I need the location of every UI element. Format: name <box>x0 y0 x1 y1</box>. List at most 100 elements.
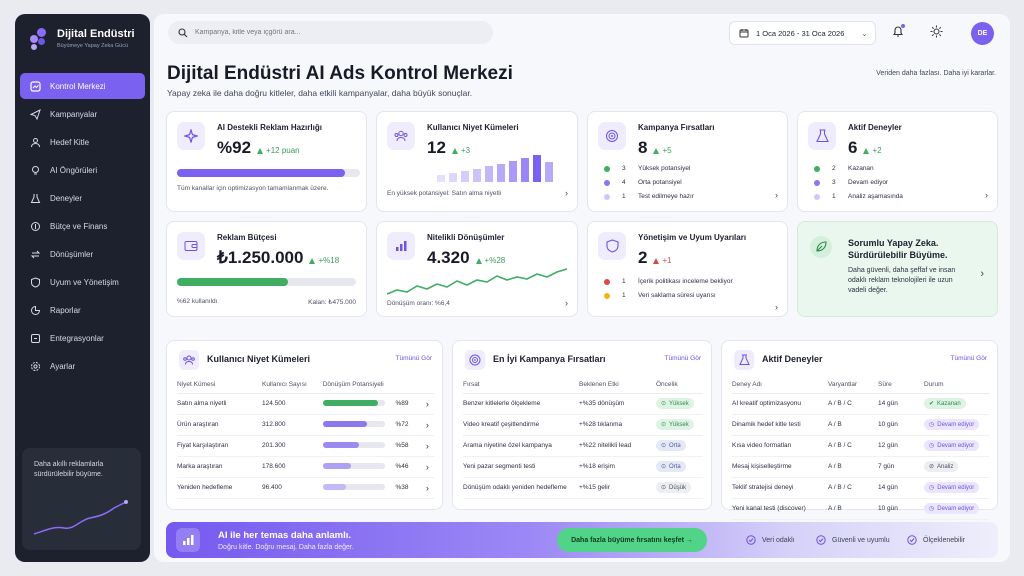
table-row[interactable]: Benzer kitlelerle ölçekleme +%35 dönüşüm… <box>463 393 703 415</box>
table-row[interactable]: Teklif stratejisi deneyi A / B / C 14 gü… <box>732 477 989 499</box>
sidebar-item-kontrol-merkezi[interactable]: Kontrol Merkezi <box>20 73 145 99</box>
sidebar-item-label: Hedef Kitle <box>50 137 90 147</box>
date-range-picker[interactable]: 1 Oca 2026 - 31 Oca 2026 ⌄ <box>729 21 876 45</box>
compliance-card[interactable]: Yönetişim ve Uyum Uyarıları 2 +1 1 İçerik … <box>587 221 788 317</box>
table-row[interactable]: Satın alma niyetli 124.500 %89 › <box>177 393 434 415</box>
opportunities-card[interactable]: Kampanya Fırsatları 8 +5 3 Yüksek potansiy… <box>587 111 788 212</box>
card-note: En yüksek potansiyel: Satın alma niyetli <box>387 190 502 197</box>
opportunity-name: Video kreatif çeşitlendirme <box>463 414 579 436</box>
column-header: Fırsat <box>463 377 579 394</box>
chevron-right-icon[interactable]: › <box>980 268 984 280</box>
avatar[interactable]: DE <box>971 22 994 45</box>
discover-growth-button[interactable]: Daha fazla büyüme fırsatını keşfet → <box>557 528 707 552</box>
status-badge: ◷ Devam ediyor <box>924 498 989 520</box>
sidebar-item-ai-ongoruleri[interactable]: AI Öngörüleri <box>20 157 145 183</box>
opportunity-name: Benzer kitlelerle ölçekleme <box>463 393 579 415</box>
chevron-right-icon[interactable]: › <box>425 393 434 415</box>
view-all-link[interactable]: Tümünü Gör <box>395 355 433 362</box>
sidebar-item-donusumler[interactable]: Dönüşümler <box>20 241 145 267</box>
chevron-right-icon[interactable]: › <box>425 435 434 457</box>
table-row[interactable]: Video kreatif çeşitlendirme +%28 tıklanm… <box>463 414 703 436</box>
table-row[interactable]: Fiyat karşılaştıran 201.300 %58 › <box>177 435 434 457</box>
sidebar-item-label: Deneyler <box>50 193 83 203</box>
table-row[interactable]: Arama niyetine özel kampanya +%22 niteli… <box>463 435 703 457</box>
sidebar-item-ayarlar[interactable]: Ayarlar <box>20 353 145 379</box>
table-row[interactable]: Kısa video formatları A / B / C 12 gün ◷… <box>732 435 989 457</box>
status-dot <box>814 193 820 200</box>
sparkle-icon <box>177 122 205 150</box>
conversions-sparkline <box>387 268 568 295</box>
user-count: 201.300 <box>261 435 323 457</box>
leaf-icon <box>810 236 832 258</box>
experiments-card[interactable]: Aktif Deneyler 6 +2 2 Kazanan 3 Devam ediyo… <box>797 111 998 212</box>
chevron-right-icon[interactable]: › <box>775 190 778 200</box>
users-icon <box>179 350 199 370</box>
potential-value: %38 <box>395 477 426 499</box>
mini-bar <box>533 155 541 182</box>
budget-card[interactable]: Reklam Bütçesi ₺1.250.000 +%18 %62 kullan… <box>166 221 367 317</box>
card-title: Reklam Bütçesi <box>217 233 277 242</box>
sidebar-item-deneyler[interactable]: Deneyler <box>20 185 145 211</box>
column-header: Öncelik <box>656 377 703 394</box>
table-row[interactable]: Yeni pazar segmenti testi +%18 erişim ⊙ O… <box>463 456 703 478</box>
potential-value: %46 <box>395 456 426 478</box>
sidebar-item-hedef-kitle[interactable]: Hedef Kitle <box>20 129 145 155</box>
table-row[interactable]: Dönüşüm odaklı yeniden hedefleme +%15 ge… <box>463 477 703 499</box>
chevron-right-icon[interactable]: › <box>425 477 434 499</box>
chevron-right-icon[interactable]: › <box>425 456 434 478</box>
theme-toggle-icon[interactable] <box>930 25 943 43</box>
view-all-link[interactable]: Tümünü Gör <box>950 355 988 362</box>
table-row[interactable]: AI kreatif optimizasyonu A / B / C 14 gü… <box>732 393 989 415</box>
user-count: 178.600 <box>261 456 323 478</box>
status-dot <box>814 179 820 186</box>
sidebar-item-label: Dönüşümler <box>50 249 94 259</box>
chevron-right-icon[interactable]: › <box>775 302 778 312</box>
stat-row: 3 Devam ediyor <box>814 179 888 186</box>
conversions-card[interactable]: Nitelikli Dönüşümler 4.320 +%28 Dönüşüm o… <box>376 221 578 317</box>
table-row[interactable]: Yeni kanal testi (discover) A / B 10 gün… <box>732 498 989 520</box>
report-icon <box>30 305 41 316</box>
chevron-down-icon: ⌄ <box>861 28 868 38</box>
readiness-card[interactable]: AI Destekli Reklam Hazırlığı %92 +12 puan… <box>166 111 367 212</box>
card-title: Kampanya Fırsatları <box>638 123 715 132</box>
status-dot <box>604 193 610 200</box>
user-count: 312.800 <box>261 414 323 436</box>
status-dot <box>604 292 610 299</box>
search-input[interactable] <box>195 29 475 36</box>
sidebar-item-uyum-ve-yonetisim[interactable]: Uyum ve Yönetişim <box>20 269 145 295</box>
card-delta: +1 <box>653 256 672 265</box>
chevron-right-icon[interactable]: › <box>425 414 434 436</box>
sidebar-item-raporlar[interactable]: Raporlar <box>20 297 145 323</box>
card-delta: +5 <box>653 146 672 155</box>
sidebar-item-butce-ve-finans[interactable]: Bütçe ve Finans <box>20 213 145 239</box>
potential-bar <box>322 435 396 457</box>
brand[interactable]: Dijital Endüstri Büyümeye Yapay Zeka Güc… <box>29 28 135 50</box>
stat-row: 2 Kazanan <box>814 165 874 172</box>
chevron-right-icon[interactable]: › <box>565 298 568 308</box>
table-row[interactable]: Marka araştıran 178.600 %46 › <box>177 456 434 478</box>
intent-table: Niyet Kümesi Kullanıcı Sayısı Dönüşüm Po… <box>177 377 434 499</box>
opportunity-name: Yeni pazar segmenti testi <box>463 456 579 478</box>
status-dot <box>814 165 820 172</box>
view-all-link[interactable]: Tümünü Gör <box>664 355 702 362</box>
card-title: Kullanıcı Niyet Kümeleri <box>427 123 519 132</box>
intent-panel: Kullanıcı Niyet Kümeleri Tümünü Gör Niye… <box>166 340 443 510</box>
intent-card[interactable]: Kullanıcı Niyet Kümeleri 12 +3 En yüksek … <box>376 111 578 212</box>
table-row[interactable]: Mesaj kişiselleştirme A / B 7 gün ⊘ Anali… <box>732 456 989 478</box>
brand-logo-icon <box>29 28 49 50</box>
variants: A / B / C <box>828 477 878 499</box>
search-bar[interactable] <box>168 21 493 44</box>
priority-badge: ⊙ Yüksek <box>656 393 703 415</box>
responsible-ai-card[interactable]: Sorumlu Yapay Zeka. Sürdürülebilir Büyüm… <box>797 221 998 317</box>
sidebar-item-kampanyalar[interactable]: Kampanyalar <box>20 101 145 127</box>
chevron-right-icon[interactable]: › <box>985 190 988 200</box>
chevron-right-icon[interactable]: › <box>565 188 568 198</box>
sidebar-item-entegrasyonlar[interactable]: Entegrasyonlar <box>20 325 145 351</box>
table-row[interactable]: Ürün araştıran 312.800 %72 › <box>177 414 434 436</box>
table-row[interactable]: Dinamik hedef kitle testi A / B 10 gün ◷… <box>732 414 989 436</box>
sidebar-item-label: Entegrasyonlar <box>50 333 104 343</box>
date-range-text: 1 Oca 2026 - 31 Oca 2026 <box>756 28 845 38</box>
table-row[interactable]: Yeniden hedefleme 96.400 %38 › <box>177 477 434 499</box>
check-circle-icon <box>746 535 756 545</box>
notification-bell-icon[interactable] <box>892 24 905 43</box>
